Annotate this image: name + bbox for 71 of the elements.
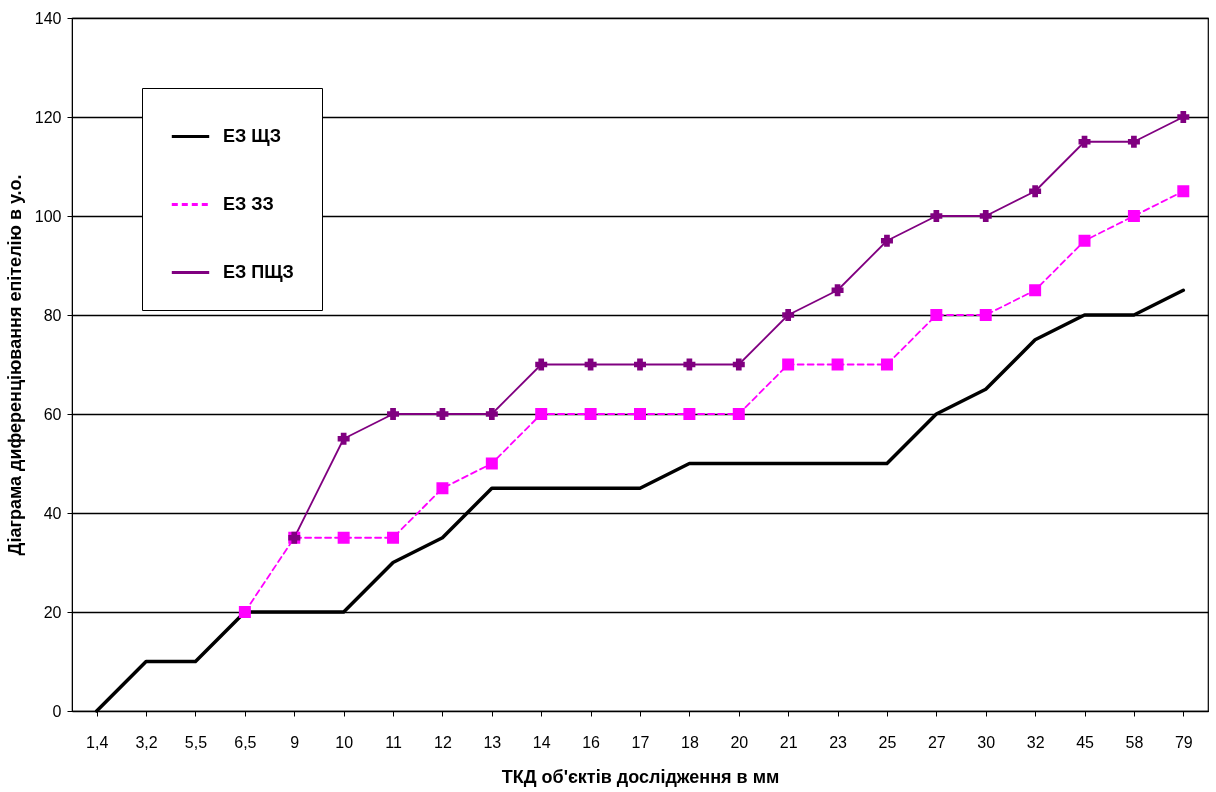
point <box>880 358 893 371</box>
x-tick-label: 27 <box>927 733 946 751</box>
x-tick-label: 17 <box>631 733 650 751</box>
x-tick-label: 23 <box>829 733 848 751</box>
point <box>1078 234 1091 247</box>
point <box>485 408 498 420</box>
x-tick-label: 13 <box>483 733 502 751</box>
x-tick-label: 12 <box>434 733 452 751</box>
point <box>930 210 943 222</box>
x-tick-label: 58 <box>1125 733 1144 751</box>
y-tick-label: 40 <box>43 504 62 522</box>
legend-label: ЕЗ ЗЗ <box>223 193 274 214</box>
x-axis-title: ТКД об'єктів дослідження в мм <box>501 766 780 787</box>
point <box>337 531 350 544</box>
point <box>535 358 548 371</box>
y-axis-title: Діаграма диференціювання епітелію в у.о. <box>4 174 25 556</box>
x-tick-label: 79 <box>1174 733 1193 751</box>
x-tick-label: 45 <box>1076 733 1095 751</box>
x-tick-label: 11 <box>385 733 402 751</box>
x-tick-label: 3,2 <box>135 733 158 751</box>
legend-label: ЕЗ ЩЗ <box>223 125 281 146</box>
y-tick-label: 140 <box>34 9 62 27</box>
x-tick-label: 32 <box>1026 733 1045 751</box>
point <box>1177 111 1190 123</box>
point <box>1029 284 1042 297</box>
point <box>930 309 943 321</box>
point <box>1127 135 1140 148</box>
point <box>387 408 400 420</box>
x-tick-label: 9 <box>290 733 300 751</box>
point <box>732 408 745 420</box>
point <box>831 284 844 297</box>
point <box>979 210 992 222</box>
y-tick-label: 60 <box>43 405 62 423</box>
x-tick-label: 10 <box>335 733 354 751</box>
point <box>634 408 646 420</box>
point <box>436 482 449 495</box>
y-tick-label: 20 <box>43 603 62 621</box>
y-tick-label: 80 <box>43 306 62 324</box>
point <box>880 234 893 247</box>
x-tick-label: 25 <box>878 733 897 751</box>
point <box>337 432 350 445</box>
x-tick-label: 30 <box>977 733 996 751</box>
point <box>436 408 449 420</box>
x-tick-label: 21 <box>779 733 798 751</box>
point <box>683 408 696 420</box>
point <box>584 408 597 420</box>
x-tick-label: 20 <box>730 733 749 751</box>
y-tick-label: 0 <box>52 702 62 720</box>
point <box>782 309 795 321</box>
x-tick-label: 5,5 <box>184 733 208 751</box>
point <box>979 309 992 321</box>
point <box>387 531 400 544</box>
point <box>238 606 251 618</box>
point <box>1177 185 1190 198</box>
point <box>782 358 795 371</box>
x-tick-label: 6,5 <box>234 733 257 751</box>
x-tick-label: 18 <box>680 733 699 751</box>
point <box>831 358 844 371</box>
x-tick-label: 1,4 <box>86 733 109 751</box>
point <box>535 408 548 420</box>
point <box>485 457 498 470</box>
x-tick-label: 14 <box>532 733 551 751</box>
point <box>1127 210 1140 222</box>
y-tick-label: 100 <box>34 207 62 225</box>
point <box>732 358 745 371</box>
point <box>634 358 646 371</box>
point <box>1029 185 1042 198</box>
y-tick-label: 120 <box>34 108 62 126</box>
x-tick-label: 16 <box>582 733 601 751</box>
point <box>1078 135 1091 148</box>
legend-label: ЕЗ ПЩЗ <box>223 261 294 282</box>
